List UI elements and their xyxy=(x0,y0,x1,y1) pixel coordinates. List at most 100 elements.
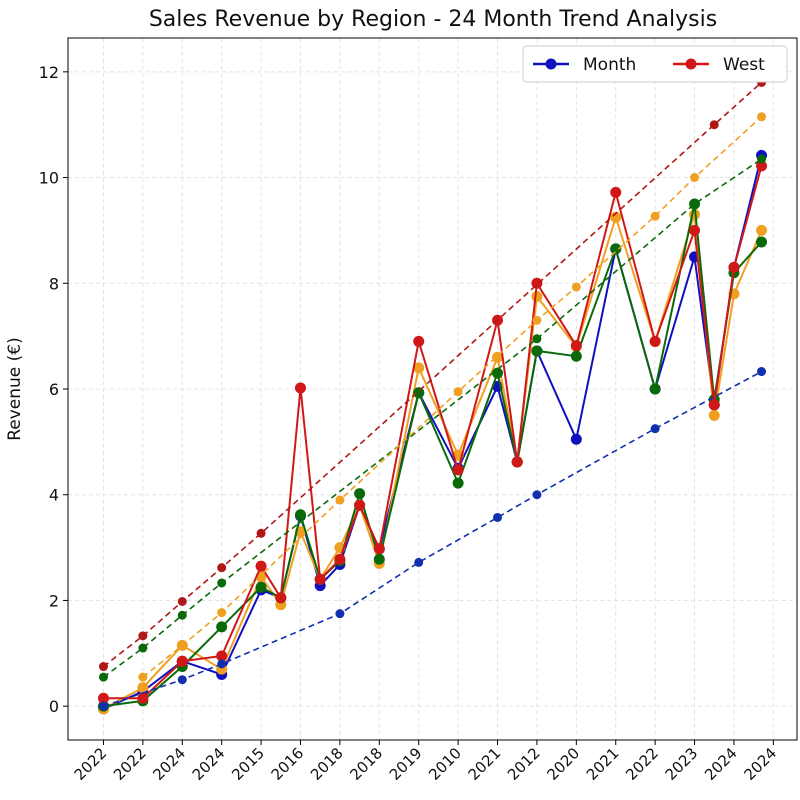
x-tick-label: 2016 xyxy=(268,744,308,784)
data-point xyxy=(413,387,425,399)
x-tick-label: 2023 xyxy=(662,744,702,784)
data-point xyxy=(216,650,228,662)
data-point xyxy=(354,499,366,511)
data-point xyxy=(217,659,227,669)
data-point xyxy=(610,186,622,198)
data-point xyxy=(757,112,767,122)
x-tick-label: 2022 xyxy=(622,744,662,784)
data-point xyxy=(294,509,306,521)
data-point xyxy=(649,383,661,395)
data-point xyxy=(452,477,464,489)
x-tick-label: 2021 xyxy=(465,744,505,784)
y-tick-label: 2 xyxy=(49,591,59,610)
data-point xyxy=(531,345,543,357)
data-point xyxy=(314,573,326,585)
data-point xyxy=(217,608,227,618)
data-point xyxy=(757,367,767,377)
series-line xyxy=(103,155,763,710)
data-point xyxy=(570,433,582,445)
data-point xyxy=(492,367,504,379)
data-point xyxy=(649,335,661,347)
x-tick-label: 2022 xyxy=(110,744,150,784)
data-point xyxy=(728,261,740,273)
series-line xyxy=(103,370,762,707)
data-point xyxy=(217,563,227,573)
data-point xyxy=(570,350,582,362)
data-point xyxy=(532,315,542,325)
x-tick-label: 2012 xyxy=(504,744,544,784)
data-point xyxy=(373,543,385,555)
data-point xyxy=(413,362,425,374)
x-tick-label: 2018 xyxy=(307,744,347,784)
data-point xyxy=(97,692,109,704)
data-point xyxy=(650,424,660,434)
y-tick-label: 0 xyxy=(49,697,59,716)
y-tick-label: 6 xyxy=(49,380,59,399)
data-point xyxy=(373,553,385,565)
data-point xyxy=(756,236,768,248)
data-point xyxy=(137,692,149,704)
x-tick-label: 2022 xyxy=(71,744,111,784)
y-axis-label: Revenue (€) xyxy=(5,337,25,441)
data-point xyxy=(177,610,187,620)
y-tick-label: 4 xyxy=(49,486,59,505)
y-tick-label: 8 xyxy=(49,274,59,293)
data-point xyxy=(492,351,504,363)
y-tick-label: 12 xyxy=(39,63,59,82)
data-point xyxy=(531,290,543,302)
data-point xyxy=(255,581,267,593)
data-point xyxy=(690,199,700,209)
data-point xyxy=(294,382,306,394)
data-point xyxy=(334,553,346,565)
data-point xyxy=(511,456,523,468)
legend-label: Month xyxy=(583,55,636,75)
data-point xyxy=(413,335,425,347)
x-tick-label: 2024 xyxy=(701,744,741,784)
x-tick-label: 2010 xyxy=(425,744,465,784)
series-line xyxy=(103,213,763,710)
data-point xyxy=(137,682,149,694)
chart-title: Sales Revenue by Region - 24 Month Trend… xyxy=(149,7,717,32)
data-point xyxy=(354,488,366,500)
data-point xyxy=(256,528,266,538)
data-point xyxy=(275,592,287,604)
data-point xyxy=(414,557,424,567)
x-tick-label: 2018 xyxy=(346,744,386,784)
legend-box xyxy=(522,45,788,83)
series-line xyxy=(103,81,763,668)
data-point xyxy=(98,701,108,711)
data-point xyxy=(709,120,719,130)
data-point xyxy=(610,211,622,223)
x-tick-label: 2021 xyxy=(583,744,623,784)
series-line xyxy=(103,203,763,708)
data-point xyxy=(335,609,345,619)
data-point xyxy=(690,173,700,183)
data-point xyxy=(532,334,542,344)
data-point xyxy=(650,211,660,221)
data-point xyxy=(255,560,267,572)
data-point xyxy=(532,490,542,500)
x-tick-label: 2024 xyxy=(740,744,780,784)
data-point xyxy=(138,672,148,682)
data-point xyxy=(756,160,768,172)
x-tick-label: 2015 xyxy=(228,744,268,784)
data-point xyxy=(610,243,622,255)
data-point xyxy=(177,675,187,685)
legend: Month West xyxy=(522,45,788,83)
data-point xyxy=(216,621,228,633)
data-point xyxy=(177,640,187,650)
y-tick-label: 10 xyxy=(39,169,59,188)
legend-marker xyxy=(685,58,697,70)
data-point xyxy=(176,655,188,667)
x-tick-label: 2024 xyxy=(149,744,189,784)
series-line xyxy=(103,165,763,700)
data-point xyxy=(708,409,720,421)
plot-frame xyxy=(67,37,798,741)
data-point xyxy=(335,495,345,505)
data-point xyxy=(453,387,463,397)
data-point xyxy=(98,672,108,682)
data-point xyxy=(756,224,768,236)
legend-label: West xyxy=(723,55,765,75)
data-point xyxy=(138,631,148,641)
